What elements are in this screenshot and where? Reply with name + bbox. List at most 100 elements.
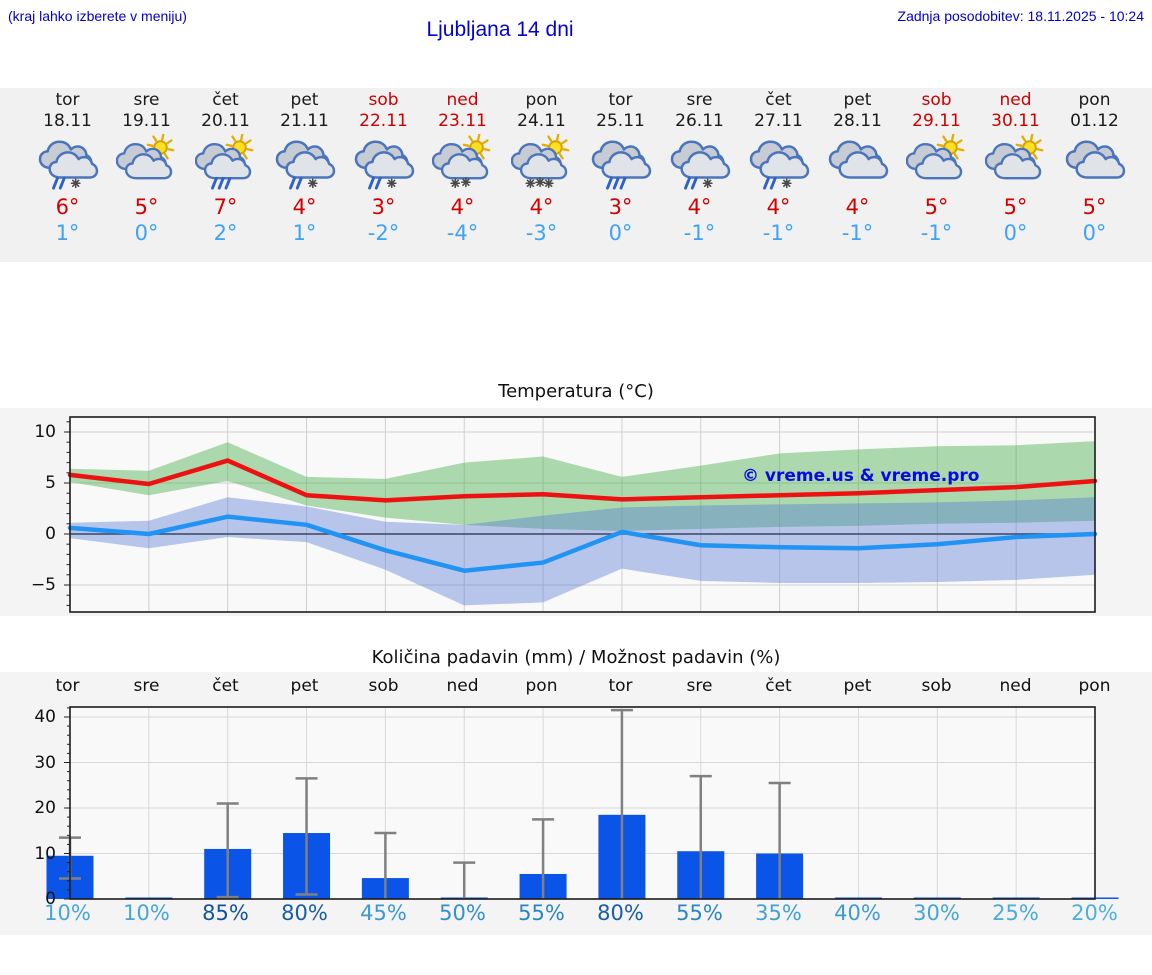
precip-probability-5: 50% [439,901,486,925]
day-column-27.11[interactable]: čet 27.11 4° -1° [739,90,818,262]
sun-cloud-icon [107,134,186,192]
day-column-26.11[interactable]: sre 26.11 4° -1° [660,90,739,262]
day-column-19.11[interactable]: sre 19.11 5° 0° [107,90,186,262]
precipitation-whiskers [59,708,791,899]
precip-probability-6: 55% [518,901,565,925]
temp-ytick-10: 10 [34,422,56,442]
rain-snow-icon [660,134,739,192]
day-max-temp: 4° [845,195,870,219]
day-name: pet [290,90,319,110]
day-date: 01.12 [1070,111,1119,131]
min-temperature-line [67,514,1098,573]
page-title: Ljubljana 14 dni [426,18,574,41]
precip-probability-3: 80% [281,901,328,925]
sun-cloud-icon [976,134,1055,192]
day-column-30.11[interactable]: ned 30.11 5° 0° [976,90,1055,262]
day-max-temp: 6° [55,195,80,219]
day-max-temp: 5° [924,195,949,219]
day-min-temp: -1° [683,221,716,245]
forecast-strip: tor 18.11 6° 1° sre 19.11 5° 0° čet 20.11 7° 2° pet 2… [28,90,1134,262]
day-name: čet [212,90,239,110]
rain-snow-icon [344,134,423,192]
day-date: 23.11 [438,111,487,131]
sun-rain-icon [186,134,265,192]
precip-day-label-7: tor [608,676,633,696]
precip-ytick-40: 40 [34,707,56,727]
day-column-29.11[interactable]: sob 29.11 5° -1° [897,90,976,262]
day-min-temp: 0° [1003,221,1028,245]
day-min-temp: 0° [134,221,159,245]
day-min-temp: -1° [841,221,874,245]
day-max-temp: 4° [292,195,317,219]
max-temperature-line [67,458,1098,503]
day-name: sre [133,90,160,110]
day-max-temp: 5° [1082,195,1107,219]
day-column-20.11[interactable]: čet 20.11 7° 2° [186,90,265,262]
precip-day-label-3: pet [290,676,319,696]
precip-day-label-4: sob [368,676,399,696]
temperature-chart [64,416,1098,613]
day-column-28.11[interactable]: pet 28.11 4° -1° [818,90,897,262]
day-date: 29.11 [912,111,961,131]
cloudy-icon [818,134,897,192]
day-date: 30.11 [991,111,1040,131]
max-temperature-range-band [70,441,1095,531]
day-column-24.11[interactable]: pon 24.11 4° -3° [502,90,581,262]
day-name: sob [368,90,399,110]
precipitation-day-labels: tor sre čet pet sob ned pon tor sre čet pet sob ned p… [28,676,1134,696]
day-name: sre [686,90,713,110]
day-name: čet [765,90,792,110]
cloudy-icon [1055,134,1134,192]
day-max-temp: 7° [213,195,238,219]
day-column-23.11[interactable]: ned 23.11 4° -4° [423,90,502,262]
day-min-temp: 1° [55,221,80,245]
last-update-label: Zadnja posodobitev: 18.11.2025 - 10:24 [897,8,1144,24]
day-date: 26.11 [675,111,724,131]
day-max-temp: 3° [371,195,396,219]
day-date: 20.11 [201,111,250,131]
day-date: 28.11 [833,111,882,131]
sun-snow-3-icon [502,134,581,192]
day-name: pon [1078,90,1111,110]
day-min-temp: -2° [367,221,400,245]
day-column-22.11[interactable]: sob 22.11 3° -2° [344,90,423,262]
menu-hint: (kraj lahko izberete v meniju) [8,8,187,24]
precip-probability-8: 55% [676,901,723,925]
precip-ytick-0: 0 [45,889,56,909]
day-max-temp: 4° [529,195,554,219]
precip-probability-2: 85% [202,901,249,925]
rain-snow-icon [265,134,344,192]
day-name: tor [55,90,80,110]
precip-ytick-30: 30 [34,752,56,773]
day-name: ned [999,90,1032,110]
day-min-temp: -1° [762,221,795,245]
precipitation-chart-title: Količina padavin (mm) / Možnost padavin … [371,647,781,668]
precip-ytick-20: 20 [34,798,56,818]
day-date: 25.11 [596,111,645,131]
temperature-chart-title: Temperatura (°C) [498,381,654,402]
day-name: tor [608,90,633,110]
day-column-01.12[interactable]: pon 01.12 5° 0° [1055,90,1134,262]
precip-day-label-12: ned [999,676,1032,696]
day-column-25.11[interactable]: tor 25.11 3° 0° [581,90,660,262]
precip-probability-10: 40% [834,901,881,925]
day-column-21.11[interactable]: pet 21.11 4° 1° [265,90,344,262]
rain-snow-icon [739,134,818,192]
day-min-temp: 1° [292,221,317,245]
precip-ytick-10: 10 [34,843,56,864]
precip-day-label-10: pet [843,676,872,696]
precip-day-label-13: pon [1078,676,1111,696]
day-column-18.11[interactable]: tor 18.11 6° 1° [28,90,107,262]
rain-snow-icon [28,134,107,192]
day-min-temp: 0° [1082,221,1107,245]
day-min-temp: -1° [920,221,953,245]
precip-probability-11: 30% [913,901,960,925]
precip-probability-12: 25% [992,901,1039,925]
day-max-temp: 3° [608,195,633,219]
precip-day-label-6: pon [525,676,558,696]
min-temperature-range-band [70,497,1095,606]
day-max-temp: 5° [134,195,159,219]
day-date: 27.11 [754,111,803,131]
precip-probability-9: 35% [755,901,802,925]
